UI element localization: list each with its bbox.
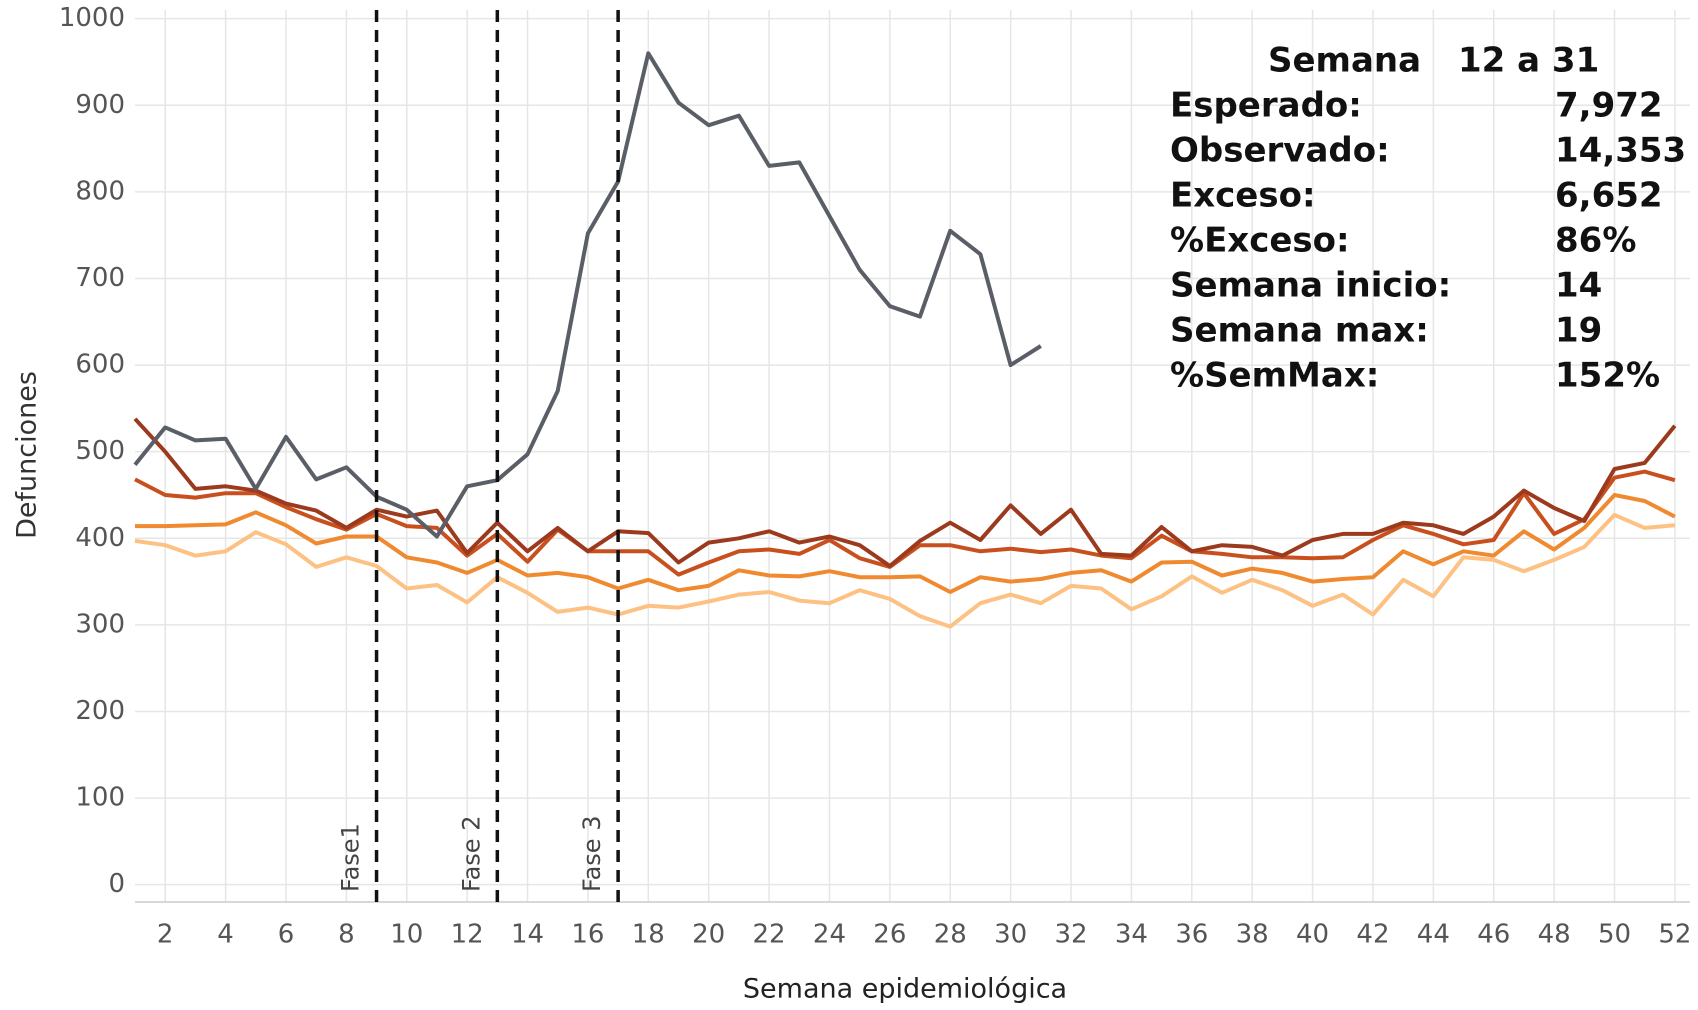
x-tick-label: 36: [1175, 920, 1208, 950]
x-tick-label: 40: [1296, 920, 1329, 950]
stats-label: Semana inicio:: [1170, 266, 1451, 306]
x-tick-label: 8: [338, 920, 355, 950]
x-tick-label: 38: [1236, 920, 1269, 950]
x-tick-label: 50: [1598, 920, 1631, 950]
x-tick-label: 10: [390, 920, 423, 950]
x-tick-label: 18: [632, 920, 665, 950]
x-axis-title: Semana epidemiológica: [743, 974, 1067, 1005]
stats-range: 12 a 31: [1458, 41, 1599, 81]
stats-value: 7,972: [1555, 86, 1663, 126]
stats-value: 14: [1555, 266, 1602, 306]
x-tick-label: 6: [278, 920, 295, 950]
x-tick-label: 30: [994, 920, 1027, 950]
x-tick-label: 20: [692, 920, 725, 950]
x-tick-label: 24: [813, 920, 846, 950]
x-tick-label: 44: [1417, 920, 1450, 950]
stats-label: Exceso:: [1170, 176, 1316, 216]
y-tick-label: 800: [75, 176, 125, 206]
y-tick-label: 0: [108, 869, 125, 899]
series-line: [133, 417, 1677, 568]
x-tick-label: 32: [1054, 920, 1087, 950]
y-tick-label: 1000: [59, 3, 125, 33]
x-tick-label: 14: [511, 920, 544, 950]
phase-label: Fase 2: [457, 816, 485, 892]
y-tick-label: 400: [75, 523, 125, 553]
series-line: [133, 51, 1042, 539]
x-tick-label: 46: [1477, 920, 1510, 950]
x-tick-label: 48: [1538, 920, 1571, 950]
y-tick-label: 900: [75, 90, 125, 120]
stats-value: 14,353: [1555, 131, 1686, 171]
stats-label: Semana max:: [1170, 311, 1429, 351]
y-tick-label: 600: [75, 350, 125, 380]
stats-value: 86%: [1555, 221, 1636, 261]
y-tick-label: 100: [75, 783, 125, 813]
series-line: [135, 493, 1676, 594]
series-line: [134, 512, 1676, 629]
stats-value: 6,652: [1555, 176, 1663, 216]
x-tick-label: 28: [934, 920, 967, 950]
stats-value: 19: [1555, 311, 1602, 351]
x-tick-label: 2: [157, 920, 174, 950]
x-tick-label: 16: [571, 920, 604, 950]
y-tick-label: 700: [75, 263, 125, 293]
phase-label: Fase1: [337, 823, 365, 892]
x-tick-label: 52: [1658, 920, 1691, 950]
stats-label: Esperado:: [1170, 86, 1362, 126]
y-tick-label: 300: [75, 609, 125, 639]
stats-label: %Exceso:: [1170, 221, 1350, 261]
x-tick-label: 12: [451, 920, 484, 950]
stats-label: Observado:: [1170, 131, 1390, 171]
stats-value: 152%: [1555, 356, 1660, 396]
x-tick-label: 42: [1356, 920, 1389, 950]
stats-heading: Semana: [1268, 41, 1421, 81]
y-axis-title: Defunciones: [12, 371, 43, 539]
phase-label: Fase 3: [578, 816, 606, 892]
y-tick-label: 200: [75, 696, 125, 726]
x-tick-label: 4: [217, 920, 234, 950]
stats-label: %SemMax:: [1170, 356, 1379, 396]
x-tick-label: 22: [753, 920, 786, 950]
y-tick-label: 500: [75, 436, 125, 466]
x-tick-label: 26: [873, 920, 906, 950]
x-tick-label: 34: [1115, 920, 1148, 950]
